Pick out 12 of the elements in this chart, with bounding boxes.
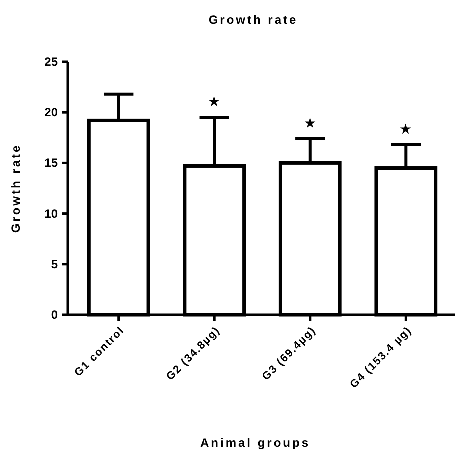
annotation: ★ xyxy=(208,94,222,110)
y-tick-label: 20 xyxy=(44,106,58,120)
y-tick-label: 5 xyxy=(51,257,58,272)
y-tick-label: 0 xyxy=(51,308,58,322)
annotation: ★ xyxy=(304,114,317,131)
chart-title: Growth rate xyxy=(208,13,298,27)
y-axis-title: Growth rate xyxy=(9,144,23,234)
y-tick-label: 15 xyxy=(44,156,58,170)
annotation: ★ xyxy=(400,120,413,137)
x-axis-title: Animal groups xyxy=(200,436,311,450)
y-tick-label: 25 xyxy=(44,55,58,69)
y-tick-label: 10 xyxy=(44,206,58,221)
